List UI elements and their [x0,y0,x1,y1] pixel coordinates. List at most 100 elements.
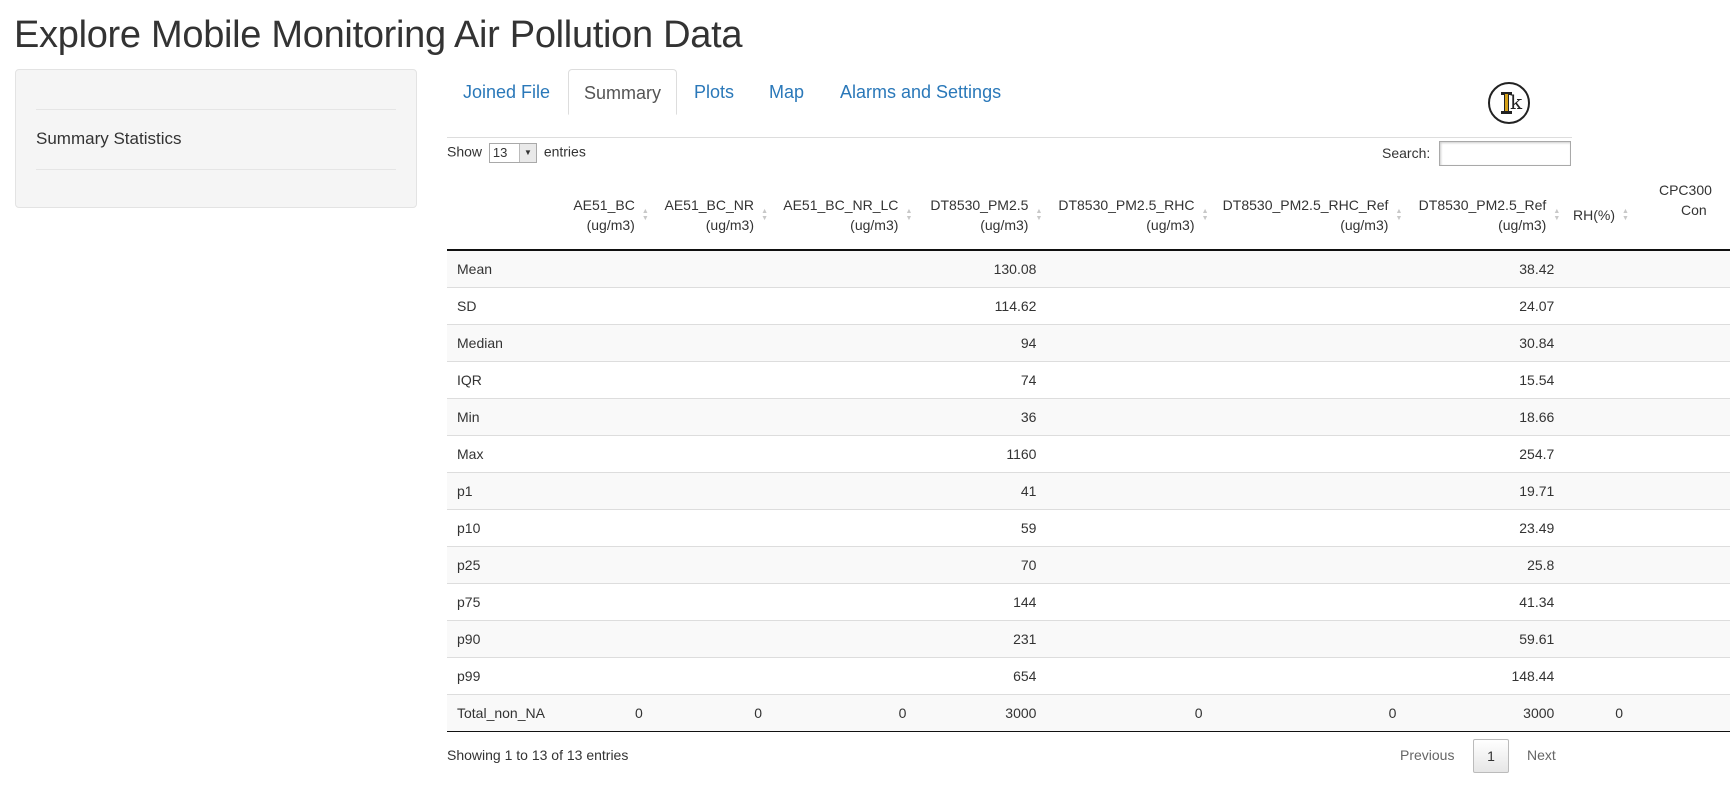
column-header[interactable] [447,180,560,251]
tab-map[interactable]: Map [769,82,805,102]
tab-plots[interactable]: Plots [694,82,735,102]
table-cell [1212,324,1407,362]
table-cell [1564,435,1633,473]
table-cell: 114.62 [916,287,1047,325]
table-cell [772,324,917,362]
table-cell [1212,509,1407,547]
table-cell [1212,287,1407,325]
sidebar-divider [36,169,396,170]
table-cell [772,509,917,547]
tab-joined-file[interactable]: Joined File [463,82,551,102]
tab-bar: Joined File Summary Plots Map Alarms and… [447,69,1572,138]
table-cell [1046,546,1213,584]
column-header-cpc300[interactable]: CPC300 Con [1632,180,1730,251]
table-cell [1046,509,1213,547]
table-cell [772,472,917,510]
table-cell [559,324,653,362]
table-cell: 19.71 [1406,472,1565,510]
table-row: p25 70 25.8 [447,546,1730,584]
table-cell: 18.66 [1406,398,1565,436]
sort-both-icon: ▲ ▼ [761,207,768,222]
table-cell [652,583,772,621]
sort-both-icon: ▲ ▼ [1622,207,1629,222]
table-cell: 0 [772,694,917,732]
table-cell [1632,694,1730,732]
table-cell [1632,472,1730,510]
row-label: Mean [447,250,560,288]
table-row: Total_non_NA 0 0 0 3000 0 0 3000 0 [447,694,1730,732]
row-label: IQR [447,361,560,399]
entries-select[interactable]: 13 ▼ [488,143,537,163]
previous-page-button[interactable]: Previous [1400,747,1455,763]
table-cell [652,250,772,288]
page-title: Explore Mobile Monitoring Air Pollution … [14,14,743,56]
table-cell: 0 [1046,694,1213,732]
table-cell [1564,398,1633,436]
column-header-dt8530-pm25-rhc[interactable]: DT8530_PM2.5_RHC (ug/m3) ▲ ▼ [1046,180,1213,251]
table-cell [559,398,653,436]
ik-logo-icon: k [1488,82,1530,124]
table-row: p10 59 23.49 [447,509,1730,547]
table-body: Mean 130.08 38.42 SD 114.62 24.07 Median 94 30.8… [447,250,1730,732]
table-cell [652,509,772,547]
table-cell [652,546,772,584]
column-header-dt8530-pm25[interactable]: DT8530_PM2.5 (ug/m3) ▲ ▼ [916,180,1047,251]
sidebar-panel: Summary Statistics [15,69,417,208]
tab-alarms-and-settings[interactable]: Alarms and Settings [840,82,1002,102]
row-label: Max [447,435,560,473]
sort-both-icon: ▲ ▼ [905,207,913,222]
sidebar-divider [36,109,396,110]
page-1-button[interactable]: 1 [1473,739,1509,773]
table-cell: 0 [1564,694,1633,732]
table-cell [1046,398,1213,436]
row-label: SD [447,287,560,325]
table-cell [1046,435,1213,473]
column-header-rh[interactable]: RH(%) ▲ ▼ [1564,180,1633,251]
column-header-ae51-bc-nr-lc[interactable]: AE51_BC_NR_LC (ug/m3) ▲ ▼ [772,180,917,251]
table-cell [1632,398,1730,436]
table-cell [1046,287,1213,325]
table-cell [652,324,772,362]
row-label: Min [447,398,560,436]
table-cell [652,472,772,510]
table-cell [652,361,772,399]
table-cell [772,583,917,621]
table-cell [1212,472,1407,510]
table-cell [652,435,772,473]
table-cell: 59.61 [1406,620,1565,658]
table-cell [772,657,917,695]
table-cell: 38.42 [1406,250,1565,288]
table-cell: 25.8 [1406,546,1565,584]
table-cell [559,361,653,399]
tab-summary[interactable]: Summary [568,69,678,115]
table-cell [1632,435,1730,473]
table-cell [1632,509,1730,547]
table-cell [1564,361,1633,399]
row-label: Median [447,324,560,362]
column-header-ae51-bc-nr[interactable]: AE51_BC_NR (ug/m3) ▲ ▼ [652,180,772,251]
column-header-dt8530-pm25-rhc-ref[interactable]: DT8530_PM2.5_RHC_Ref (ug/m3) ▲ ▼ [1212,180,1407,251]
table-cell: 59 [916,509,1047,547]
sort-both-icon: ▲ ▼ [1395,207,1403,222]
row-label: p10 [447,509,560,547]
summary-table: AE51_BC (ug/m3) ▲ ▼ AE51_BC_NR (ug/m3) ▲ ▼ AE5… [447,180,1730,732]
table-row: p90 231 59.61 [447,620,1730,658]
table-cell [1632,657,1730,695]
table-cell [1212,250,1407,288]
table-cell: 654 [916,657,1047,695]
column-header-dt8530-pm25-ref[interactable]: DT8530_PM2.5_Ref (ug/m3) ▲ ▼ [1406,180,1565,251]
table-cell: 24.07 [1406,287,1565,325]
search-input[interactable] [1439,141,1571,166]
table-cell [772,250,917,288]
table-cell [1212,657,1407,695]
table-cell [772,287,917,325]
table-cell: 41 [916,472,1047,510]
table-row: IQR 74 15.54 [447,361,1730,399]
table-cell: 23.49 [1406,509,1565,547]
column-header-ae51-bc[interactable]: AE51_BC (ug/m3) ▲ ▼ [559,180,653,251]
table-cell [1212,583,1407,621]
next-page-button[interactable]: Next [1527,747,1556,763]
table-cell [1564,324,1633,362]
table-cell [559,583,653,621]
table-cell [652,287,772,325]
